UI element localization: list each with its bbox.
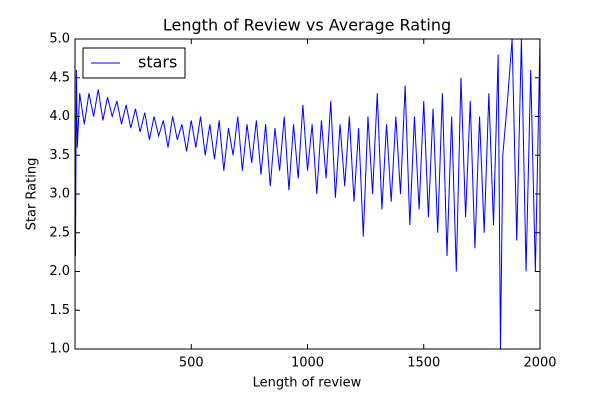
y-tick-label: 4.5 xyxy=(49,70,70,85)
data-line xyxy=(75,39,540,349)
legend-label: stars xyxy=(138,53,177,72)
x-tick-label: 500 xyxy=(179,356,204,371)
x-axis-label: Length of review xyxy=(253,376,362,391)
x-tick-label: 1000 xyxy=(291,356,324,371)
plot-frame xyxy=(74,38,541,350)
y-tick-label: 4.0 xyxy=(49,109,70,124)
y-tick-label: 2.5 xyxy=(49,225,70,240)
y-axis-label: Star Rating xyxy=(25,158,40,231)
chart-title: Length of Review vs Average Rating xyxy=(163,16,451,35)
x-tick-label: 2000 xyxy=(523,356,556,371)
x-tick-label: 1500 xyxy=(407,356,440,371)
y-tick-label: 3.5 xyxy=(49,148,70,163)
y-tick-label: 2.0 xyxy=(49,264,70,279)
y-tick-label: 5.0 xyxy=(49,32,70,47)
y-tick-label: 3.0 xyxy=(49,187,70,202)
y-tick-label: 1.0 xyxy=(49,342,70,357)
y-tick-label: 1.5 xyxy=(49,303,70,318)
